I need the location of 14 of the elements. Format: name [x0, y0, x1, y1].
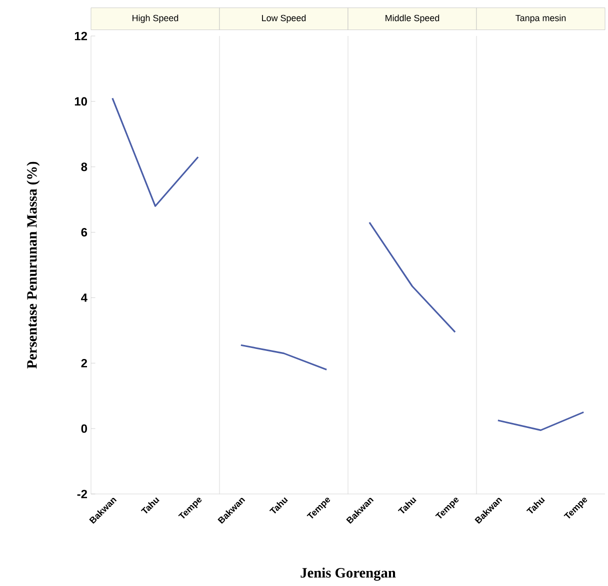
- chart-title: Low Speed: [262, 14, 306, 23]
- chart-title: High Speed: [132, 14, 178, 23]
- y-tick-label: 4: [81, 294, 88, 302]
- chart-title: Tanpa mesin: [516, 14, 566, 23]
- x-axis-title: Jenis Gorengan: [300, 568, 396, 581]
- y-tick-label: 12: [74, 32, 88, 40]
- y-tick-label: 8: [81, 162, 88, 172]
- chart-title: Middle Speed: [386, 14, 440, 23]
- y-tick-label: 2: [81, 358, 88, 368]
- y-tick-label: 0: [81, 424, 87, 433]
- y-tick-label: 10: [74, 97, 87, 106]
- y-tick-label: -2: [77, 490, 88, 498]
- y-tick-label: 6: [81, 228, 88, 236]
- y-axis-title: Persentase Penurunan Massa (%): [26, 162, 40, 369]
